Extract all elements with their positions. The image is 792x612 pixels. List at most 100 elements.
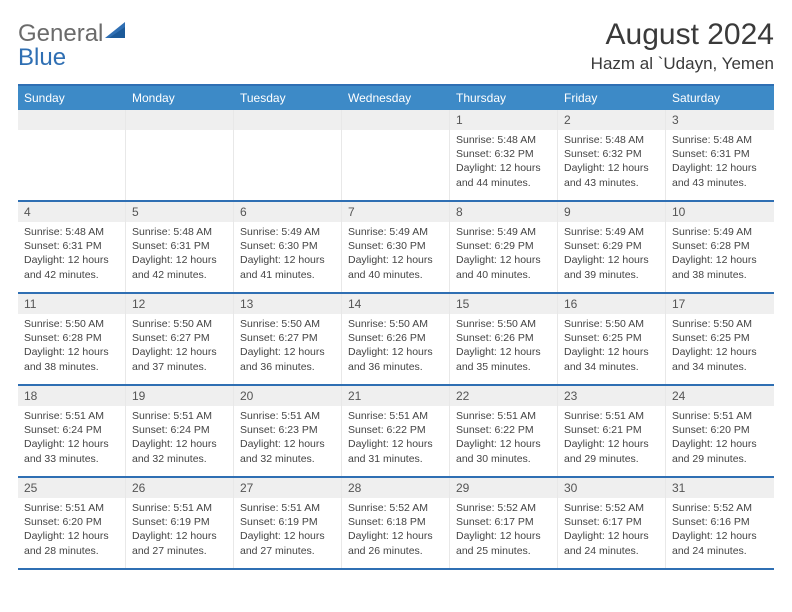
day-number: 28 (342, 478, 449, 498)
day-cell (342, 110, 450, 200)
day-body: Sunrise: 5:51 AMSunset: 6:20 PMDaylight:… (18, 498, 125, 564)
daylight-line: Daylight: 12 hours and 41 minutes. (240, 253, 335, 281)
sunset-line: Sunset: 6:25 PM (564, 331, 659, 345)
day-body: Sunrise: 5:50 AMSunset: 6:25 PMDaylight:… (558, 314, 665, 380)
day-cell: 17Sunrise: 5:50 AMSunset: 6:25 PMDayligh… (666, 294, 774, 384)
day-body: Sunrise: 5:49 AMSunset: 6:29 PMDaylight:… (558, 222, 665, 288)
day-body (234, 130, 341, 190)
dow-header: Thursday (450, 86, 558, 110)
sunrise-line: Sunrise: 5:51 AM (240, 409, 335, 423)
day-cell: 27Sunrise: 5:51 AMSunset: 6:19 PMDayligh… (234, 478, 342, 568)
day-number: 23 (558, 386, 665, 406)
day-cell: 31Sunrise: 5:52 AMSunset: 6:16 PMDayligh… (666, 478, 774, 568)
brand-part2: Blue (18, 44, 66, 71)
day-body: Sunrise: 5:50 AMSunset: 6:25 PMDaylight:… (666, 314, 774, 380)
sunset-line: Sunset: 6:30 PM (348, 239, 443, 253)
day-cell: 19Sunrise: 5:51 AMSunset: 6:24 PMDayligh… (126, 386, 234, 476)
topbar: GeneralBlue August 2024 Hazm al `Udayn, … (18, 18, 774, 74)
day-body: Sunrise: 5:51 AMSunset: 6:19 PMDaylight:… (126, 498, 233, 564)
day-number: 6 (234, 202, 341, 222)
location-subtitle: Hazm al `Udayn, Yemen (591, 54, 774, 74)
sunrise-line: Sunrise: 5:51 AM (240, 501, 335, 515)
daylight-line: Daylight: 12 hours and 34 minutes. (564, 345, 659, 373)
day-number: 30 (558, 478, 665, 498)
day-body: Sunrise: 5:50 AMSunset: 6:27 PMDaylight:… (126, 314, 233, 380)
sunset-line: Sunset: 6:24 PM (24, 423, 119, 437)
daylight-line: Daylight: 12 hours and 24 minutes. (672, 529, 768, 557)
sunrise-line: Sunrise: 5:51 AM (24, 501, 119, 515)
sunset-line: Sunset: 6:19 PM (132, 515, 227, 529)
day-number: 1 (450, 110, 557, 130)
daylight-line: Daylight: 12 hours and 29 minutes. (564, 437, 659, 465)
day-cell: 10Sunrise: 5:49 AMSunset: 6:28 PMDayligh… (666, 202, 774, 292)
daylight-line: Daylight: 12 hours and 36 minutes. (240, 345, 335, 373)
day-body: Sunrise: 5:50 AMSunset: 6:26 PMDaylight:… (342, 314, 449, 380)
sunrise-line: Sunrise: 5:49 AM (456, 225, 551, 239)
daylight-line: Daylight: 12 hours and 27 minutes. (240, 529, 335, 557)
day-body: Sunrise: 5:48 AMSunset: 6:31 PMDaylight:… (666, 130, 774, 196)
day-body: Sunrise: 5:48 AMSunset: 6:32 PMDaylight:… (450, 130, 557, 196)
day-number: 27 (234, 478, 341, 498)
dow-header: Friday (558, 86, 666, 110)
daylight-line: Daylight: 12 hours and 40 minutes. (348, 253, 443, 281)
day-cell: 7Sunrise: 5:49 AMSunset: 6:30 PMDaylight… (342, 202, 450, 292)
page-title: August 2024 (591, 18, 774, 52)
week-row: 18Sunrise: 5:51 AMSunset: 6:24 PMDayligh… (18, 386, 774, 478)
sunrise-line: Sunrise: 5:50 AM (348, 317, 443, 331)
day-body: Sunrise: 5:49 AMSunset: 6:30 PMDaylight:… (234, 222, 341, 288)
sunset-line: Sunset: 6:31 PM (132, 239, 227, 253)
day-cell: 12Sunrise: 5:50 AMSunset: 6:27 PMDayligh… (126, 294, 234, 384)
daylight-line: Daylight: 12 hours and 30 minutes. (456, 437, 551, 465)
day-number (342, 110, 449, 130)
day-cell (234, 110, 342, 200)
day-number: 8 (450, 202, 557, 222)
day-number: 11 (18, 294, 125, 314)
day-cell: 26Sunrise: 5:51 AMSunset: 6:19 PMDayligh… (126, 478, 234, 568)
day-body: Sunrise: 5:48 AMSunset: 6:31 PMDaylight:… (126, 222, 233, 288)
sunset-line: Sunset: 6:30 PM (240, 239, 335, 253)
sunrise-line: Sunrise: 5:48 AM (132, 225, 227, 239)
day-cell: 21Sunrise: 5:51 AMSunset: 6:22 PMDayligh… (342, 386, 450, 476)
sunset-line: Sunset: 6:27 PM (240, 331, 335, 345)
daylight-line: Daylight: 12 hours and 32 minutes. (132, 437, 227, 465)
sunrise-line: Sunrise: 5:50 AM (456, 317, 551, 331)
day-cell (126, 110, 234, 200)
day-cell: 15Sunrise: 5:50 AMSunset: 6:26 PMDayligh… (450, 294, 558, 384)
day-cell: 14Sunrise: 5:50 AMSunset: 6:26 PMDayligh… (342, 294, 450, 384)
day-cell: 8Sunrise: 5:49 AMSunset: 6:29 PMDaylight… (450, 202, 558, 292)
sunrise-line: Sunrise: 5:51 AM (564, 409, 659, 423)
day-cell: 2Sunrise: 5:48 AMSunset: 6:32 PMDaylight… (558, 110, 666, 200)
day-cell: 25Sunrise: 5:51 AMSunset: 6:20 PMDayligh… (18, 478, 126, 568)
day-body: Sunrise: 5:52 AMSunset: 6:17 PMDaylight:… (558, 498, 665, 564)
week-row: 4Sunrise: 5:48 AMSunset: 6:31 PMDaylight… (18, 202, 774, 294)
sunset-line: Sunset: 6:17 PM (456, 515, 551, 529)
sunset-line: Sunset: 6:16 PM (672, 515, 768, 529)
daylight-line: Daylight: 12 hours and 27 minutes. (132, 529, 227, 557)
day-cell: 24Sunrise: 5:51 AMSunset: 6:20 PMDayligh… (666, 386, 774, 476)
sunset-line: Sunset: 6:28 PM (24, 331, 119, 345)
day-body: Sunrise: 5:50 AMSunset: 6:28 PMDaylight:… (18, 314, 125, 380)
calendar-page: GeneralBlue August 2024 Hazm al `Udayn, … (0, 0, 792, 580)
sunset-line: Sunset: 6:26 PM (348, 331, 443, 345)
day-body: Sunrise: 5:51 AMSunset: 6:23 PMDaylight:… (234, 406, 341, 472)
sunrise-line: Sunrise: 5:50 AM (564, 317, 659, 331)
sunrise-line: Sunrise: 5:52 AM (456, 501, 551, 515)
sunset-line: Sunset: 6:21 PM (564, 423, 659, 437)
day-cell: 28Sunrise: 5:52 AMSunset: 6:18 PMDayligh… (342, 478, 450, 568)
day-body: Sunrise: 5:48 AMSunset: 6:32 PMDaylight:… (558, 130, 665, 196)
day-number: 13 (234, 294, 341, 314)
day-body: Sunrise: 5:49 AMSunset: 6:28 PMDaylight:… (666, 222, 774, 288)
sunrise-line: Sunrise: 5:51 AM (672, 409, 768, 423)
day-cell: 16Sunrise: 5:50 AMSunset: 6:25 PMDayligh… (558, 294, 666, 384)
day-body: Sunrise: 5:51 AMSunset: 6:19 PMDaylight:… (234, 498, 341, 564)
sail-icon (105, 20, 127, 40)
sunset-line: Sunset: 6:31 PM (672, 147, 768, 161)
day-cell: 18Sunrise: 5:51 AMSunset: 6:24 PMDayligh… (18, 386, 126, 476)
daylight-line: Daylight: 12 hours and 36 minutes. (348, 345, 443, 373)
sunset-line: Sunset: 6:24 PM (132, 423, 227, 437)
sunset-line: Sunset: 6:29 PM (564, 239, 659, 253)
sunrise-line: Sunrise: 5:51 AM (24, 409, 119, 423)
sunset-line: Sunset: 6:20 PM (672, 423, 768, 437)
daylight-line: Daylight: 12 hours and 26 minutes. (348, 529, 443, 557)
day-body: Sunrise: 5:51 AMSunset: 6:21 PMDaylight:… (558, 406, 665, 472)
